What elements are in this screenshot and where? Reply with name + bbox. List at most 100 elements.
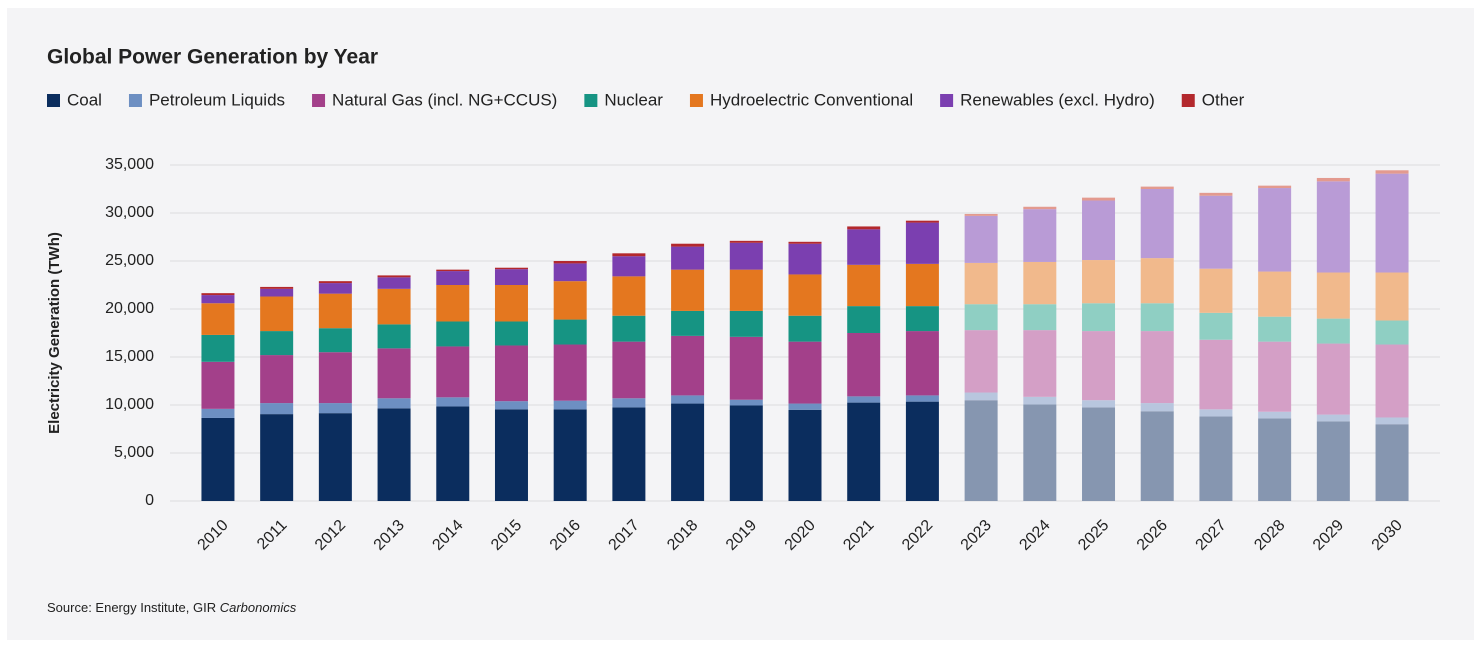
bar-segment xyxy=(905,222,939,264)
bar-segment xyxy=(1082,200,1116,261)
bar-segment xyxy=(1023,209,1057,262)
y-tick-label: 10,000 xyxy=(105,396,154,413)
bar-segment xyxy=(201,408,235,418)
bar-segment xyxy=(1082,331,1116,401)
bar-segment xyxy=(1375,272,1409,321)
bar-segment xyxy=(729,310,763,337)
bar-segment xyxy=(377,348,411,399)
bar-segment xyxy=(612,341,646,399)
bar-segment xyxy=(1023,404,1057,501)
bar-segment xyxy=(847,226,881,230)
bar-segment xyxy=(1140,411,1174,501)
bar-segment xyxy=(847,306,881,333)
bar-segment xyxy=(318,283,352,294)
bar-segment xyxy=(436,321,470,347)
bar-segment xyxy=(1140,186,1174,189)
legend-label: Other xyxy=(1202,90,1245,109)
legend-label: Petroleum Liquids xyxy=(149,90,285,109)
bar-segment xyxy=(377,275,411,278)
bar-segment xyxy=(201,303,235,335)
bar-segment xyxy=(847,402,881,501)
bar-segment xyxy=(1258,316,1292,342)
bar-segment xyxy=(729,399,763,406)
bar-segment xyxy=(260,355,294,404)
bar-segment xyxy=(1140,303,1174,332)
bar-segment xyxy=(1375,173,1409,273)
bar-segment xyxy=(788,241,822,244)
bar-segment xyxy=(260,296,294,332)
bar-segment xyxy=(318,352,352,404)
bar-segment xyxy=(377,324,411,349)
bar-segment xyxy=(1258,411,1292,419)
bar-segment xyxy=(260,403,294,415)
bar-segment xyxy=(1023,206,1057,210)
bar-segment xyxy=(905,401,939,501)
bar-segment xyxy=(1140,189,1174,259)
bar-segment xyxy=(260,288,294,297)
bar-segment xyxy=(612,398,646,408)
bar-segment xyxy=(1375,424,1409,501)
bar-segment xyxy=(847,229,881,265)
bar-segment xyxy=(1199,268,1233,313)
bar-segment xyxy=(964,262,998,305)
source: Source: Energy Institute, GIR Carbonomic… xyxy=(47,600,297,615)
bar-segment xyxy=(553,263,587,282)
bar-segment xyxy=(1316,318,1350,344)
bar-segment xyxy=(1316,177,1350,182)
legend-label: Renewables (excl. Hydro) xyxy=(960,90,1155,109)
bar-segment xyxy=(436,271,470,285)
bar-segment xyxy=(1082,303,1116,332)
bar-segment xyxy=(1258,271,1292,317)
bar-segment xyxy=(436,406,470,501)
bar-segment xyxy=(436,269,470,272)
bar-segment xyxy=(1258,185,1292,189)
bar-segment xyxy=(1023,396,1057,405)
bar-segment xyxy=(1258,188,1292,272)
bar-segment xyxy=(1258,418,1292,501)
legend-label: Hydroelectric Conventional xyxy=(710,90,913,109)
bar-segment xyxy=(964,392,998,401)
bar-segment xyxy=(1199,312,1233,340)
bar-segment xyxy=(201,334,235,362)
bar-segment xyxy=(494,267,528,270)
bar-segment xyxy=(1258,341,1292,412)
bar-segment xyxy=(612,253,646,257)
bar-segment xyxy=(1316,181,1350,273)
bar-segment xyxy=(201,293,235,296)
bar-segment xyxy=(1199,195,1233,269)
bar-segment xyxy=(964,215,998,263)
bar-segment xyxy=(318,328,352,353)
bar-segment xyxy=(671,243,705,247)
bar-segment xyxy=(201,417,235,501)
bar-segment xyxy=(1316,421,1350,501)
bar-segment xyxy=(318,403,352,414)
bar-segment xyxy=(494,401,528,410)
bar-segment xyxy=(436,346,470,398)
bar-segment xyxy=(377,398,411,409)
bar-segment xyxy=(671,395,705,404)
bar-segment xyxy=(494,285,528,322)
bar-segment xyxy=(553,319,587,345)
bar-segment xyxy=(788,274,822,316)
bar-segment xyxy=(1199,416,1233,501)
bar-segment xyxy=(1375,170,1409,174)
bar-segment xyxy=(1140,331,1174,404)
legend-swatch xyxy=(47,94,60,107)
bar-segment xyxy=(612,256,646,277)
bar-segment xyxy=(905,306,939,332)
legend-label: Nuclear xyxy=(604,90,663,109)
bar-segment xyxy=(905,263,939,307)
bar-segment xyxy=(788,341,822,404)
bar-segment xyxy=(260,331,294,356)
bar-segment xyxy=(1082,400,1116,408)
bar-segment xyxy=(260,286,294,289)
bar-segment xyxy=(729,242,763,270)
bar-segment xyxy=(377,288,411,325)
bar-segment xyxy=(729,405,763,501)
bar-segment xyxy=(847,264,881,307)
y-tick-label: 15,000 xyxy=(105,348,154,365)
bar-segment xyxy=(671,403,705,501)
bar-segment xyxy=(494,409,528,501)
bar-segment xyxy=(318,293,352,329)
bar-segment xyxy=(553,261,587,264)
